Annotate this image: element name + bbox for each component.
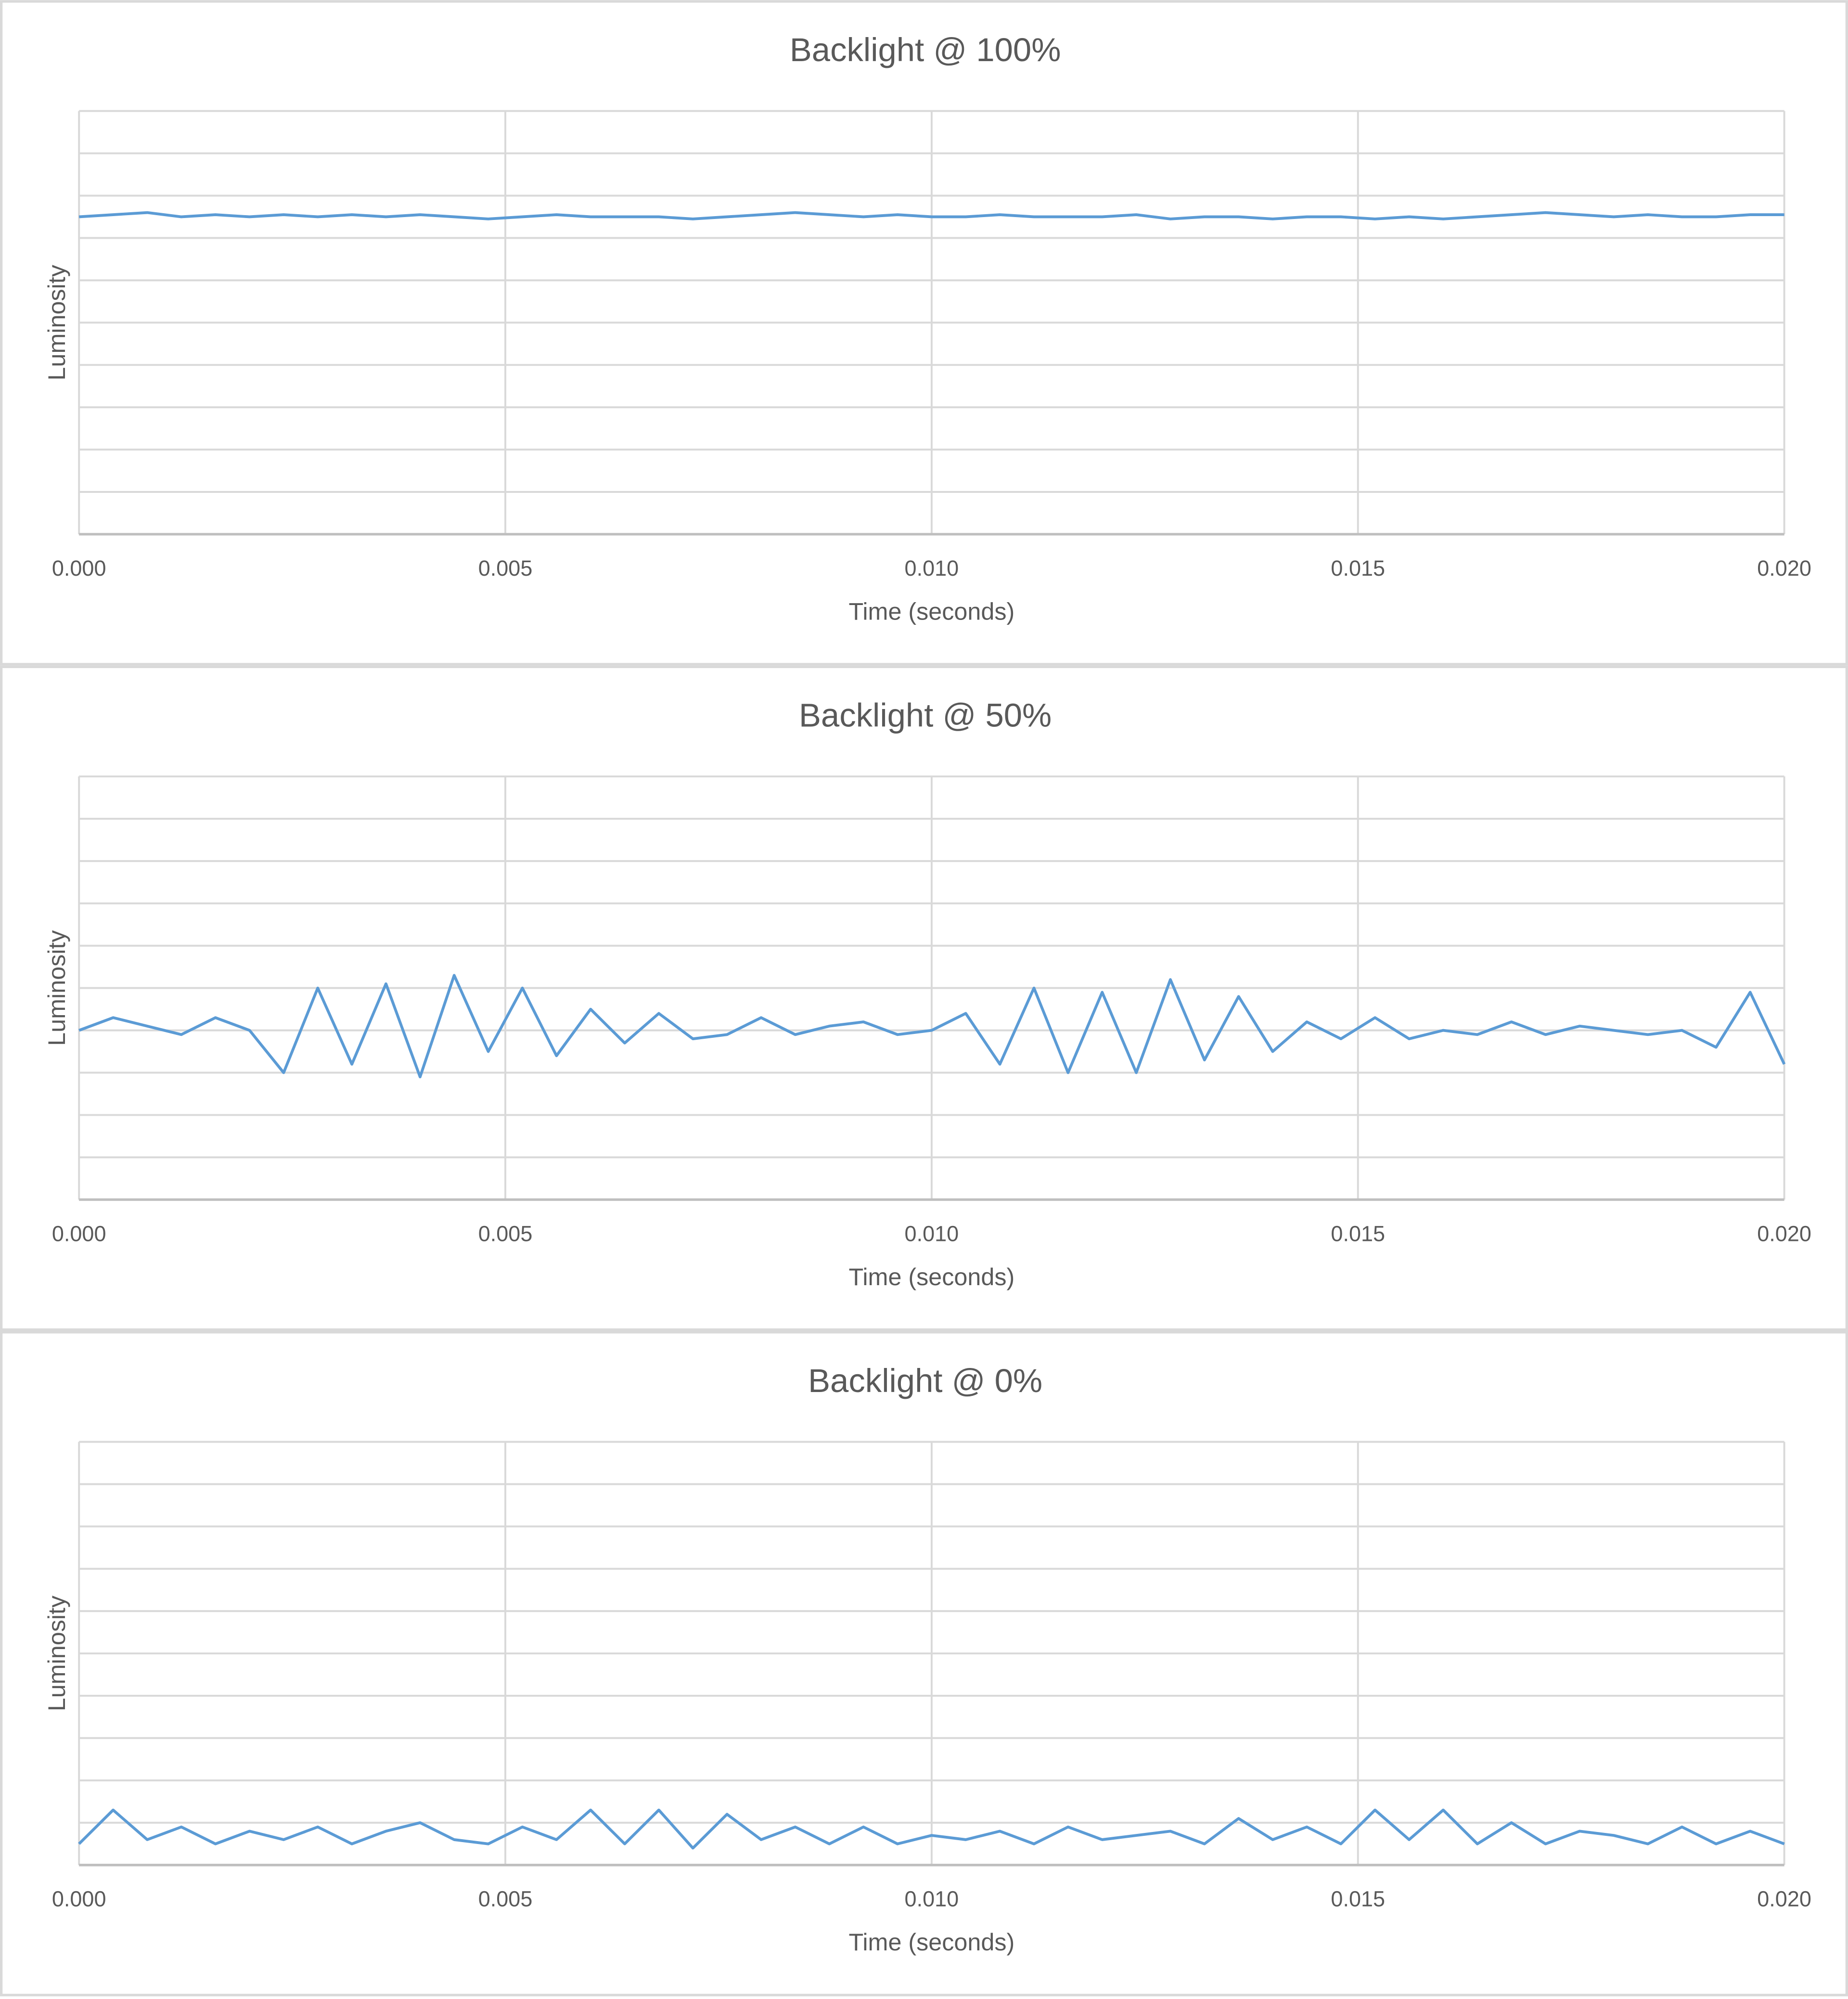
x-tick-label: 0.000	[52, 1221, 106, 1246]
chart-title: Backlight @ 0%	[808, 1362, 1042, 1399]
x-tick-label: 0.015	[1331, 556, 1385, 580]
x-tick-label: 0.005	[478, 556, 533, 580]
panel-border	[0, 665, 1848, 1331]
x-tick-label: 0.015	[1331, 1221, 1385, 1246]
x-tick-label: 0.005	[478, 1221, 533, 1246]
x-tick-label: 0.020	[1757, 556, 1811, 580]
x-tick-label: 0.020	[1757, 1887, 1811, 1911]
x-tick-label: 0.010	[905, 1221, 959, 1246]
panel-border	[0, 1331, 1848, 1997]
data-line	[78, 974, 1786, 1079]
x-tick-label: 0.000	[52, 1887, 106, 1911]
panel-border	[0, 0, 1848, 666]
x-axis-label: Time (seconds)	[849, 597, 1015, 625]
y-axis-label: Luminosity	[43, 264, 70, 380]
data-line	[78, 1808, 1785, 1850]
x-axis-label: Time (seconds)	[849, 1928, 1015, 1956]
x-tick-label: 0.015	[1331, 1887, 1385, 1911]
chart-title: Backlight @ 50%	[799, 696, 1052, 734]
x-axis-label: Time (seconds)	[849, 1263, 1015, 1290]
x-tick-label: 0.020	[1757, 1221, 1811, 1246]
data-line	[79, 211, 1784, 220]
chart-title: Backlight @ 100%	[790, 31, 1061, 68]
x-tick-label: 0.010	[905, 556, 959, 580]
y-axis-label: Luminosity	[43, 930, 70, 1046]
x-tick-label: 0.005	[478, 1887, 533, 1911]
y-axis-label: Luminosity	[43, 1595, 70, 1711]
x-tick-label: 0.010	[905, 1887, 959, 1911]
x-tick-label: 0.000	[52, 556, 106, 580]
